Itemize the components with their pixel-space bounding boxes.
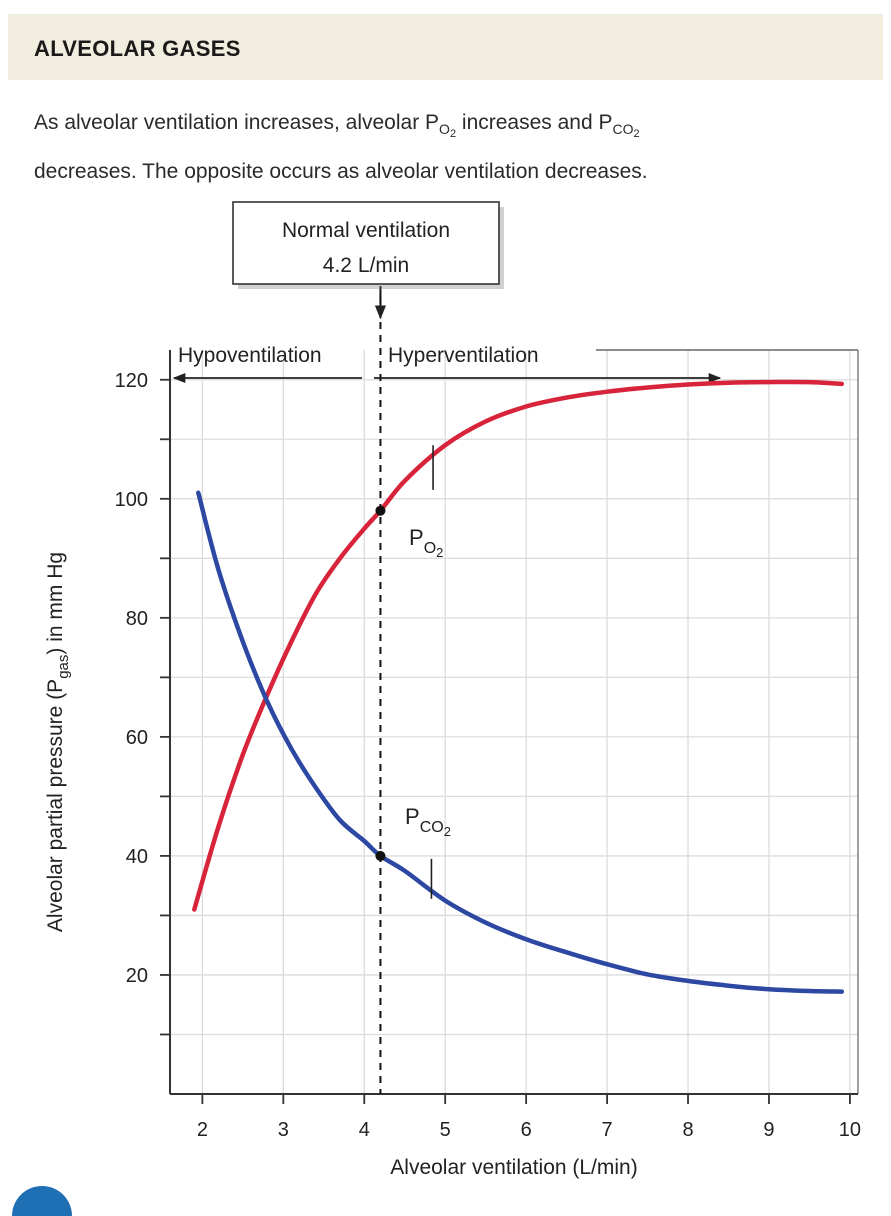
x-tick-label: 6 — [521, 1119, 532, 1141]
x-tick-label: 4 — [359, 1119, 370, 1141]
caption-o2-subsub: 2 — [449, 128, 457, 140]
y-axis-label-sub: gas — [55, 655, 72, 679]
po2-series-label: PO2 — [409, 525, 443, 560]
y-tick-label: 40 — [126, 846, 148, 868]
po2-label-main: P — [409, 525, 424, 550]
po2-label-subsub: 2 — [436, 545, 443, 560]
y-tick-label: 120 — [115, 370, 148, 392]
caption-co2-sub: CO — [612, 121, 634, 137]
x-tick-label: 7 — [602, 1119, 613, 1141]
y-tick-label: 100 — [115, 489, 148, 511]
pco2-series-label: PCO2 — [405, 804, 451, 839]
caption-text: As alveolar ventilation increases, alveo… — [34, 104, 864, 190]
x-tick-label: 10 — [839, 1119, 861, 1141]
caption-part1: As alveolar ventilation increases, alveo… — [34, 111, 440, 134]
normal-ventilation-value: 4.2 L/min — [323, 254, 409, 277]
pco2-label-main: P — [405, 804, 420, 829]
grid-lines — [170, 350, 858, 1094]
po2-label-sub: O — [424, 540, 436, 557]
normal-ventilation-box — [232, 201, 500, 285]
x-axis-label: Alveolar ventilation (L/min) — [390, 1156, 637, 1179]
series-line-pco2 — [196, 490, 845, 994]
pco2-label-subsub: 2 — [444, 824, 451, 839]
caption-part2: increases and P — [456, 111, 613, 134]
x-tick-label: 2 — [197, 1119, 208, 1141]
y-axis-label: Alveolar partial pressure (Pgas) in mm H… — [44, 552, 72, 932]
caption-part3: decreases. The opposite occurs as alveol… — [34, 160, 648, 183]
x-tick-label: 8 — [682, 1119, 693, 1141]
x-tick-label: 3 — [278, 1119, 289, 1141]
caption-co2-subsub: 2 — [633, 128, 640, 140]
y-tick-label: 20 — [126, 965, 148, 987]
y-axis-label-end: ) in mm Hg — [44, 552, 67, 655]
point-marker-po2 — [375, 505, 386, 516]
section-header: ALVEOLAR GASES — [8, 14, 883, 80]
y-axis-label-main: Alveolar partial pressure (P — [44, 679, 67, 932]
x-tick-label: 5 — [440, 1119, 451, 1141]
y-tick-label: 80 — [126, 608, 148, 630]
section-title: ALVEOLAR GASES — [34, 36, 241, 61]
series-line-po2 — [192, 379, 845, 912]
point-marker-pco2 — [375, 850, 386, 861]
normal-ventilation-title: Normal ventilation — [282, 219, 450, 242]
y-tick-label: 60 — [126, 727, 148, 749]
caption-o2-sub: O — [439, 121, 450, 137]
x-tick-label: 9 — [763, 1119, 774, 1141]
hypoventilation-label: Hypoventilation — [178, 344, 322, 367]
hyperventilation-label: Hyperventilation — [388, 344, 539, 367]
pco2-label-sub: CO — [420, 819, 444, 836]
